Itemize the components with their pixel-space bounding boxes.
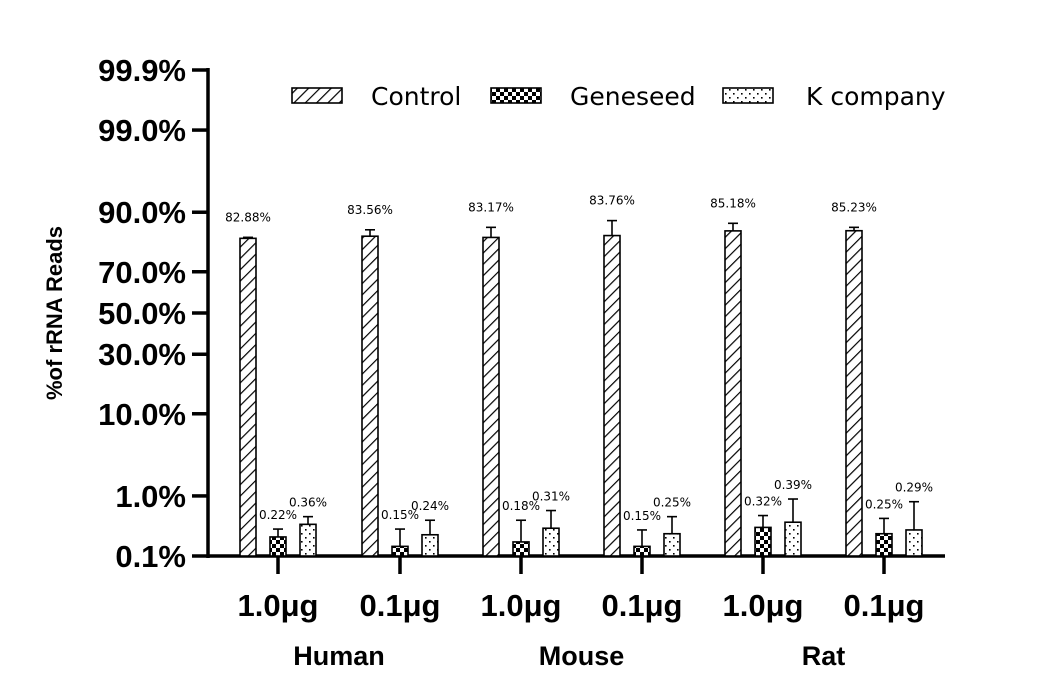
data-label: 0.22% [259, 508, 297, 522]
bar [542, 527, 560, 557]
y-tick-label: 1.0% [115, 479, 186, 514]
data-label: 0.32% [744, 495, 782, 509]
legend-label: Control [371, 82, 461, 111]
group-label: Rat [802, 641, 846, 671]
bar [724, 230, 742, 557]
bar [845, 229, 863, 557]
data-label: 85.18% [710, 196, 756, 210]
y-tick-label: 30.0% [98, 337, 186, 372]
data-label: 0.15% [623, 509, 661, 523]
data-label: 83.17% [468, 200, 514, 214]
bar [905, 529, 923, 557]
data-label: 0.25% [865, 497, 903, 511]
bar [269, 536, 287, 557]
data-label: 0.36% [289, 496, 327, 510]
bar [299, 523, 317, 557]
legend-swatch [490, 87, 542, 104]
data-label: 0.39% [774, 478, 812, 492]
bar [603, 234, 621, 557]
bar [875, 532, 893, 557]
bar [784, 521, 802, 557]
bar [239, 237, 257, 557]
data-label: 83.56% [347, 203, 393, 217]
bar [633, 545, 651, 557]
data-label: 0.25% [653, 496, 691, 510]
x-tick-label: 0.1μg [360, 588, 441, 623]
y-tick-label: 70.0% [98, 255, 186, 290]
data-label: 82.88% [225, 210, 271, 224]
y-tick-label: 10.0% [98, 397, 186, 432]
x-tick-label: 0.1μg [844, 588, 925, 623]
bar [421, 533, 439, 557]
x-tick-label: 1.0μg [481, 588, 562, 623]
bars [239, 219, 923, 557]
y-tick-label: 99.9% [98, 53, 186, 88]
legend-swatch [291, 87, 343, 104]
legend: Control Geneseed K company [291, 82, 946, 111]
x-tick-label: 1.0μg [723, 588, 804, 623]
data-labels: 82.88%0.22%0.36%83.56%0.15%0.24%83.17%0.… [225, 194, 933, 523]
data-label: 83.76% [589, 194, 635, 208]
y-tick-label: 50.0% [98, 296, 186, 331]
bar [482, 236, 500, 557]
data-label: 0.31% [532, 490, 570, 504]
bar [663, 532, 681, 557]
data-label: 85.23% [831, 200, 877, 214]
bar [754, 526, 772, 557]
bar [391, 545, 409, 557]
group-label: Human [293, 641, 385, 671]
y-tick-label: 0.1% [115, 539, 186, 574]
legend-label: Geneseed [570, 82, 696, 111]
x-tick-label: 0.1μg [602, 588, 683, 623]
group-label: Mouse [539, 641, 625, 671]
legend-label: K company [806, 82, 946, 111]
data-label: 0.29% [895, 481, 933, 495]
axes: 0.1% 1.0% 10.0% 30.0% 50.0% 70.0% 90.0% 99.0% 99… [42, 53, 945, 671]
legend-swatch [722, 87, 774, 104]
bar [512, 541, 530, 557]
y-tick-label: 90.0% [98, 195, 186, 230]
y-tick-label: 99.0% [98, 113, 186, 148]
y-axis-label: %of rRNA Reads [42, 226, 67, 400]
bar [361, 235, 379, 557]
x-tick-label: 1.0μg [238, 588, 319, 623]
data-label: 0.15% [381, 508, 419, 522]
data-label: 0.24% [411, 499, 449, 513]
data-label: 0.18% [502, 499, 540, 513]
